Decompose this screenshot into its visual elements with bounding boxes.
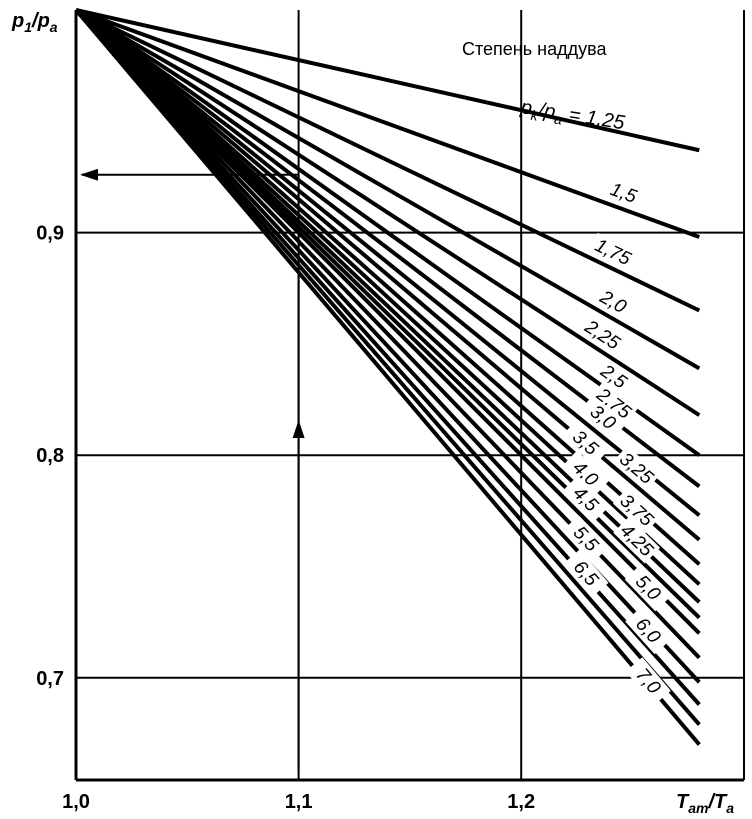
- series-label-bg: [561, 420, 610, 466]
- series-label-bg: [625, 606, 671, 655]
- series-label-bg: [563, 549, 609, 598]
- series-label-bg: [561, 450, 609, 497]
- series-line: [75, 8, 701, 313]
- series-labels: 1,51,752,02,252,52,753,03,253,53,754,04,…: [561, 175, 672, 706]
- series-line: [75, 8, 701, 371]
- series-label-bg: [589, 381, 639, 426]
- y-tick-label: 0,9: [36, 223, 64, 245]
- series-line: [74, 8, 701, 457]
- series-label-bg: [562, 515, 609, 563]
- series-label-bg: [612, 487, 661, 534]
- series-label-bg: [612, 445, 661, 492]
- x-axis-label: Tam/Ta: [676, 791, 734, 816]
- series-label-bg: [588, 281, 638, 323]
- y-axis-label: p1/pa: [11, 10, 58, 35]
- series-label-bg: [589, 354, 639, 399]
- series-line: [75, 8, 700, 153]
- series-label-bg: [562, 475, 609, 523]
- series-label-bg: [598, 175, 648, 211]
- series-line: [75, 8, 700, 239]
- series-line: [74, 8, 701, 746]
- series-label-bg: [577, 313, 627, 357]
- series-line: [74, 8, 701, 726]
- arrowhead-up: [292, 420, 305, 438]
- y-tick-label: 0,8: [36, 445, 64, 467]
- x-tick-label: 1,1: [285, 791, 313, 813]
- tick-labels: 1,0 1,1 1,2 0,9 0,8 0,7: [36, 223, 535, 813]
- series-line: [74, 8, 701, 542]
- x-tick-label: 1,2: [507, 791, 535, 813]
- legend-heading: pk/pa = 1,25: [518, 96, 627, 137]
- arrowhead-left: [80, 168, 98, 181]
- series-label-bg: [624, 564, 672, 612]
- series-label-bg: [588, 232, 638, 272]
- chart-title: Степень наддува: [462, 39, 607, 59]
- series-label-bg: [613, 517, 661, 564]
- x-tick-label: 1,0: [62, 791, 90, 813]
- series-line: [74, 8, 701, 417]
- series-label-bg: [578, 395, 627, 440]
- y-tick-label: 0,7: [36, 668, 64, 690]
- series-line: [74, 8, 701, 517]
- example-reading-path: [80, 168, 305, 772]
- series-line: [74, 8, 701, 635]
- series-label-bg: [625, 657, 671, 706]
